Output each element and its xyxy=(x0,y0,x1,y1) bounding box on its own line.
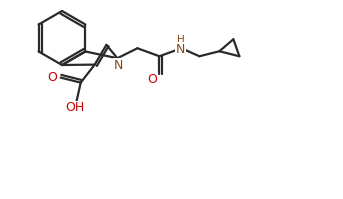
Text: O: O xyxy=(147,73,157,86)
Text: O: O xyxy=(47,71,57,84)
Text: N: N xyxy=(114,59,123,72)
Text: OH: OH xyxy=(65,101,84,114)
Text: H: H xyxy=(177,35,184,45)
Text: N: N xyxy=(176,43,185,56)
